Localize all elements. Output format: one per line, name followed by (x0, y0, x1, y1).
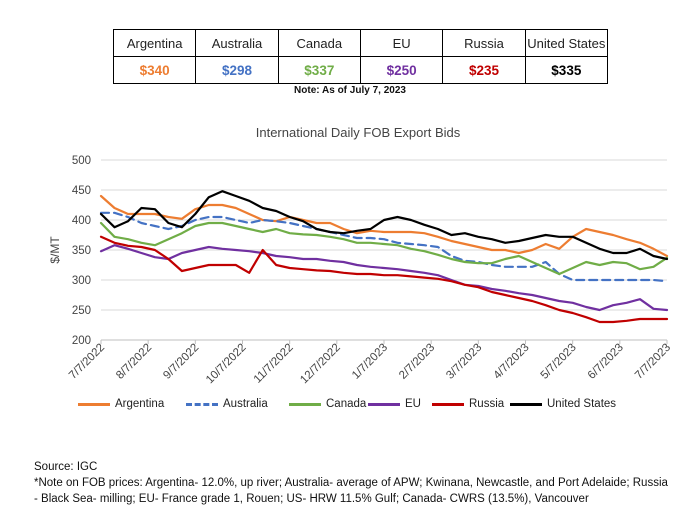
x-tick-label: 11/7/2022 (252, 342, 296, 386)
price-footnote: *Note on FOB prices: Argentina- 12.0%, u… (34, 477, 668, 505)
x-tick-label: 3/7/2023 (444, 342, 484, 382)
table-header-cell: Canada (277, 29, 361, 57)
y-tick-label: 450 (72, 185, 91, 197)
legend-item: United States (510, 398, 616, 410)
legend-item: Canada (289, 398, 366, 410)
legend-swatch (289, 402, 321, 406)
table-value-row: $340 $298 $337 $250 $235 $335 (112, 56, 609, 84)
source-note: Source: IGC (34, 461, 98, 473)
table-header-cell: Russia (442, 29, 526, 57)
x-tick-label: 7/7/2023 (633, 342, 673, 382)
legend-swatch (432, 402, 464, 406)
legend-label: EU (405, 398, 421, 410)
legend-label: United States (547, 398, 617, 410)
series-line-united-states (99, 190, 669, 261)
legend-swatch (510, 402, 542, 406)
y-tick-label: 300 (72, 275, 91, 287)
y-tick-label: 350 (72, 245, 91, 257)
y-tick-label: 250 (72, 305, 91, 317)
table-value-cell: $250 (359, 56, 444, 84)
legend-label: Russia (469, 398, 505, 410)
table-header-cell: Australia (195, 29, 279, 57)
x-tick-label: 6/7/2023 (586, 342, 626, 382)
table-value-cell: $235 (442, 56, 526, 84)
series-line-argentina (99, 194, 669, 258)
table-value-cell: $298 (195, 56, 279, 84)
x-tick-label: 10/7/2022 (204, 342, 249, 387)
legend-label: Australia (223, 398, 268, 410)
legend-item: Argentina (78, 398, 164, 410)
series-line-eu (99, 244, 669, 312)
table-header-cell: EU (359, 29, 444, 57)
x-tick-label: 7/7/2022 (67, 342, 107, 382)
legend-swatch (368, 402, 400, 406)
x-tick-label: 8/7/2022 (114, 342, 154, 382)
legend-item: Russia (432, 398, 504, 410)
series-lines (99, 190, 669, 324)
legend-label: Canada (326, 398, 367, 410)
legend-swatch (78, 402, 110, 406)
x-tick-label: 1/7/2023 (350, 342, 390, 382)
chart-title: International Daily FOB Export Bids (255, 125, 461, 140)
x-tick-label: 5/7/2023 (539, 342, 579, 382)
x-tick-label: 4/7/2023 (491, 342, 531, 382)
series-line-russia (99, 235, 669, 324)
table-header-cell: Argentina (112, 29, 197, 57)
legend-swatch (186, 402, 218, 406)
x-tick-label: 2/7/2023 (397, 342, 437, 382)
table-header-row: Argentina Australia Canada EU Russia Uni… (112, 29, 609, 57)
table-header-cell: United States (524, 29, 609, 57)
y-axis-label: $/MT (48, 236, 62, 264)
y-tick-label: 500 (72, 155, 91, 167)
gridlines (101, 159, 667, 341)
series-line-canada (99, 221, 669, 276)
series-line-australia (99, 211, 669, 283)
price-table: Argentina Australia Canada EU Russia Uni… (112, 29, 609, 84)
as-of-note: Note: As of July 7, 2023 (294, 85, 406, 96)
table-value-cell: $335 (524, 56, 609, 84)
legend-label: Argentina (115, 398, 165, 410)
x-tick-label: 12/7/2022 (298, 342, 343, 387)
y-tick-label: 400 (72, 215, 91, 227)
table-value-cell: $337 (277, 56, 361, 84)
line-chart: 200 250 300 350 400 450 500 7/7/2022 8/7/2022 9/7… (48, 155, 673, 387)
x-tick-label: 9/7/2022 (161, 342, 201, 382)
legend-item: Australia (186, 398, 268, 410)
chart-legend: Argentina Australia Canada EU Russia United S… (78, 398, 698, 416)
legend-item: EU (368, 398, 421, 410)
table-value-cell: $340 (112, 56, 197, 84)
y-tick-label: 200 (72, 335, 91, 347)
